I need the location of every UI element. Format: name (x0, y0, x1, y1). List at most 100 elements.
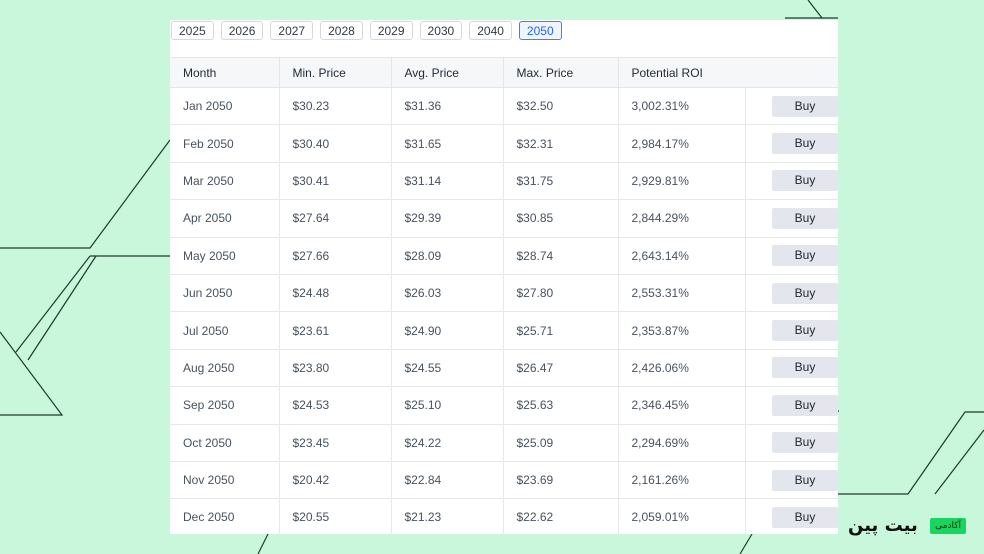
cell-avg-price: $24.55 (391, 349, 504, 388)
cell-avg-price: $29.39 (391, 199, 504, 238)
cell-avg-price: $31.36 (391, 87, 504, 126)
cell-action: Buy (745, 349, 838, 388)
cell-potential-roi: 2,426.06% (618, 349, 746, 388)
cell-month: Feb 2050 (170, 124, 280, 163)
cell-max-price: $25.71 (503, 311, 619, 350)
cell-action: Buy (745, 124, 838, 163)
cell-avg-price: $22.84 (391, 461, 504, 500)
cell-min-price: $30.41 (279, 162, 392, 201)
cell-month: Jul 2050 (170, 311, 280, 350)
table-row: Aug 2050 $23.80 $24.55 $26.47 2,426.06% Buy (170, 349, 838, 388)
cell-potential-roi: 2,346.45% (618, 386, 746, 425)
table-row: Jun 2050 $24.48 $26.03 $27.80 2,553.31% Buy (170, 274, 838, 313)
cell-month: Jan 2050 (170, 87, 280, 126)
cell-min-price: $30.23 (279, 87, 392, 126)
cell-avg-price: $25.10 (391, 386, 504, 425)
buy-button[interactable]: Buy (772, 432, 838, 454)
cell-max-price: $32.31 (503, 124, 619, 163)
cell-max-price: $23.69 (503, 461, 619, 500)
cell-action: Buy (745, 274, 838, 313)
price-prediction-table: Month Min. Price Avg. Price Max. Price P… (170, 57, 838, 534)
cell-potential-roi: 2,844.29% (618, 199, 746, 238)
cell-avg-price: $31.14 (391, 162, 504, 201)
buy-button[interactable]: Buy (772, 207, 838, 229)
cell-min-price: $23.61 (279, 311, 392, 350)
buy-button[interactable]: Buy (772, 133, 838, 155)
cell-action: Buy (745, 311, 838, 350)
cell-max-price: $30.85 (503, 199, 619, 238)
cell-max-price: $28.74 (503, 237, 619, 275)
cell-min-price: $23.45 (279, 424, 392, 462)
cell-month: Apr 2050 (170, 199, 280, 238)
table-row: Jan 2050 $30.23 $31.36 $32.50 3,002.31% Buy (170, 87, 838, 126)
buy-button[interactable]: Buy (772, 282, 838, 304)
brand-tag: آکادمی (930, 517, 966, 534)
cell-min-price: $27.66 (279, 237, 392, 275)
year-tab-2026[interactable]: 2026 (220, 21, 264, 40)
buy-button[interactable]: Buy (772, 469, 838, 491)
header-min-price: Min. Price (279, 57, 392, 88)
cell-min-price: $20.42 (279, 461, 392, 500)
price-prediction-panel: 2025 2026 2027 2028 2029 2030 2040 2050 Month M… (170, 20, 838, 534)
buy-button[interactable]: Buy (772, 245, 838, 267)
year-tab-2028[interactable]: 2028 (320, 21, 363, 40)
cell-month: Dec 2050 (170, 498, 280, 534)
year-tab-2025[interactable]: 2025 (171, 21, 214, 40)
table-row: Oct 2050 $23.45 $24.22 $25.09 2,294.69% Buy (170, 424, 838, 462)
cell-min-price: $20.55 (279, 498, 392, 534)
cell-action: Buy (745, 498, 838, 534)
header-avg-price: Avg. Price (391, 57, 504, 88)
cell-action: Buy (745, 237, 838, 275)
cell-month: Nov 2050 (170, 461, 280, 500)
year-tab-2030[interactable]: 2030 (419, 21, 463, 40)
cell-max-price: $31.75 (503, 162, 619, 201)
cell-month: Mar 2050 (170, 162, 280, 201)
cell-max-price: $22.62 (503, 498, 619, 534)
cell-min-price: $24.48 (279, 274, 392, 313)
cell-min-price: $30.40 (279, 124, 392, 163)
table-row: Nov 2050 $20.42 $22.84 $23.69 2,161.26% Buy (170, 461, 838, 500)
table-row: Jul 2050 $23.61 $24.90 $25.71 2,353.87% Buy (170, 311, 838, 350)
buy-button[interactable]: Buy (772, 506, 838, 528)
cell-action: Buy (745, 87, 838, 126)
cell-potential-roi: 2,929.81% (618, 162, 746, 201)
cell-max-price: $32.50 (503, 87, 619, 126)
cell-action: Buy (745, 386, 838, 425)
cell-month: Sep 2050 (170, 386, 280, 425)
cell-min-price: $27.64 (279, 199, 392, 238)
cell-potential-roi: 2,553.31% (618, 274, 746, 313)
table-row: Mar 2050 $30.41 $31.14 $31.75 2,929.81% Buy (170, 162, 838, 201)
cell-avg-price: $28.09 (391, 237, 504, 275)
table-header-row: Month Min. Price Avg. Price Max. Price P… (170, 57, 838, 88)
cell-month: May 2050 (170, 237, 280, 275)
buy-button[interactable]: Buy (772, 394, 838, 416)
cell-min-price: $24.53 (279, 386, 392, 425)
cell-avg-price: $24.22 (391, 424, 504, 462)
buy-button[interactable]: Buy (772, 170, 838, 192)
year-tab-2027[interactable]: 2027 (270, 21, 314, 40)
table-row: Sep 2050 $24.53 $25.10 $25.63 2,346.45% Buy (170, 386, 838, 425)
cell-max-price: $26.47 (503, 349, 619, 388)
brand-wordmark: بیت پین (848, 515, 918, 536)
buy-button[interactable]: Buy (772, 95, 838, 117)
cell-potential-roi: 2,643.14% (618, 237, 746, 275)
year-tab-2040[interactable]: 2040 (469, 21, 512, 40)
cell-avg-price: $24.90 (391, 311, 504, 350)
table-row: May 2050 $27.66 $28.09 $28.74 2,643.14% Buy (170, 237, 838, 275)
buy-button[interactable]: Buy (772, 320, 838, 342)
year-tabs: 2025 2026 2027 2028 2029 2030 2040 2050 (171, 21, 562, 40)
table-row: Apr 2050 $27.64 $29.39 $30.85 2,844.29% Buy (170, 199, 838, 238)
year-tab-2050[interactable]: 2050 (518, 21, 562, 40)
buy-button[interactable]: Buy (772, 357, 838, 379)
cell-potential-roi: 2,059.01% (618, 498, 746, 534)
cell-month: Oct 2050 (170, 424, 280, 462)
cell-action: Buy (745, 424, 838, 462)
table-row: Feb 2050 $30.40 $31.65 $32.31 2,984.17% Buy (170, 124, 838, 163)
year-tab-2029[interactable]: 2029 (369, 21, 413, 40)
cell-potential-roi: 2,984.17% (618, 124, 746, 163)
cell-potential-roi: 2,161.26% (618, 461, 746, 500)
header-potential-roi: Potential ROI (618, 57, 838, 88)
cell-avg-price: $31.65 (391, 124, 504, 163)
cell-month: Jun 2050 (170, 274, 280, 313)
cell-avg-price: $21.23 (391, 498, 504, 534)
